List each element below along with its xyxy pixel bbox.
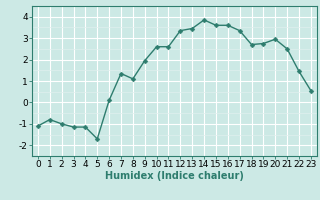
X-axis label: Humidex (Indice chaleur): Humidex (Indice chaleur) — [105, 171, 244, 181]
